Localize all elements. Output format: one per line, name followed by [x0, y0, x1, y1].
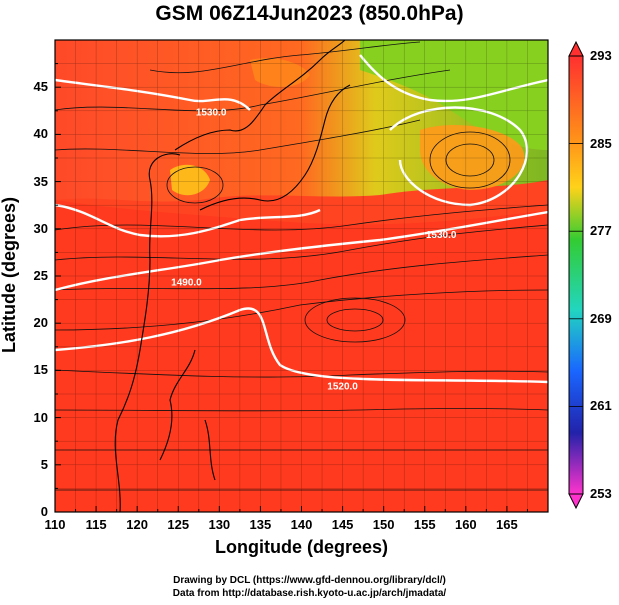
- contour-label: 1530.0: [426, 230, 457, 241]
- x-tick-label: 110: [44, 517, 66, 532]
- credit-data-source: Data from http://database.rish.kyoto-u.a…: [172, 588, 447, 599]
- x-tick-label: 160: [454, 517, 477, 532]
- x-tick-label: 120: [126, 517, 148, 532]
- height-contours: [55, 54, 548, 384]
- x-tick-label: 135: [249, 517, 272, 532]
- x-tick-label: 145: [331, 517, 354, 532]
- contour-label: 1490.0: [171, 277, 202, 288]
- graticule: [54, 39, 549, 513]
- colorbar-tick-label: 285: [590, 135, 612, 151]
- axis-tick-marks: [54, 39, 549, 513]
- x-tick-label: 150: [372, 517, 395, 532]
- y-tick-label: 20: [33, 315, 48, 331]
- colorbar-body: [568, 55, 584, 495]
- coastlines: [114, 40, 351, 512]
- y-tick-label: 35: [33, 173, 48, 189]
- y-tick-label: 15: [33, 362, 48, 378]
- x-tick-label: 140: [290, 517, 313, 532]
- x-tick-label: 125: [167, 517, 190, 532]
- y-tick-label: 25: [33, 268, 48, 283]
- wind-streamlines: [55, 41, 548, 491]
- figure-title: GSM 06Z14Jun2023 (850.0hPa): [155, 2, 464, 25]
- y-tick-label: 5: [40, 456, 48, 472]
- x-tick-label: 155: [413, 517, 436, 532]
- y-tick-label: 10: [33, 409, 48, 425]
- y-tick-label: 45: [33, 79, 48, 95]
- temperature-field: [55, 40, 548, 512]
- x-tick-label: 130: [208, 517, 231, 532]
- colorbar-tick-label: 261: [590, 398, 612, 414]
- contour-labels: 1530.0 1530.0 1490.0 1520.0: [171, 108, 457, 393]
- x-tick-label: 165: [496, 517, 518, 532]
- colorbar-tick-label: 269: [590, 310, 612, 326]
- credit-drawing: Drawing by DCL (https://www.gfd-dennou.o…: [173, 575, 446, 586]
- colorbar: [568, 40, 584, 510]
- colorbar-tick-label: 277: [590, 223, 612, 239]
- contour-label: 1520.0: [327, 381, 358, 392]
- colorbar-tick-label: 293: [590, 48, 612, 63]
- y-tick-label: 0: [40, 504, 48, 519]
- contour-label: 1530.0: [196, 108, 227, 119]
- x-axis-label: Longitude (degrees): [214, 537, 388, 557]
- colorbar-tick-label: 253: [590, 486, 612, 501]
- y-tick-label: 40: [33, 126, 48, 142]
- x-tick-label: 115: [85, 517, 107, 532]
- colorbar-bottom-arrow: [568, 493, 584, 510]
- colorbar-top-arrow: [568, 40, 584, 57]
- y-tick-label: 30: [33, 220, 48, 236]
- y-axis-label: Latitude (degrees): [0, 196, 19, 354]
